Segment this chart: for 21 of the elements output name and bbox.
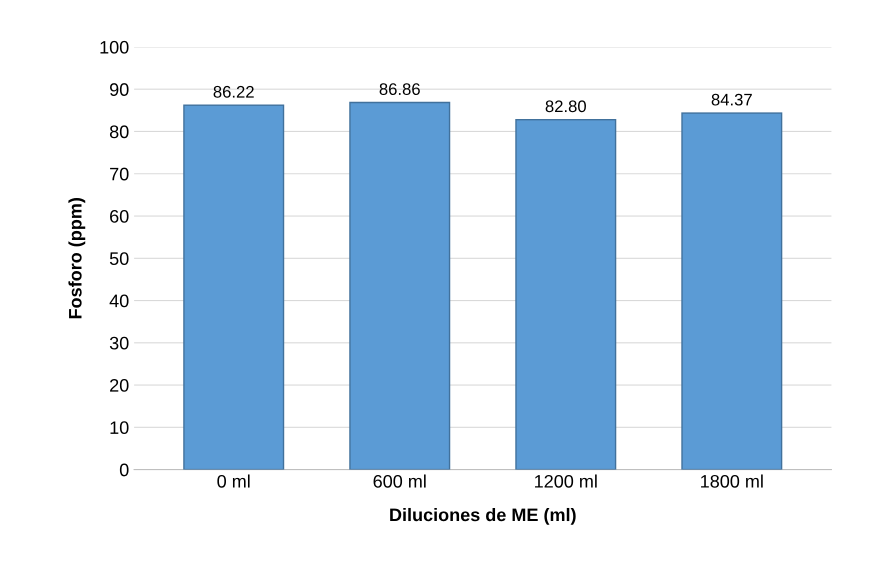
y-tick-label: 60 bbox=[110, 210, 129, 223]
y-tick-label: 70 bbox=[110, 168, 129, 180]
x-tick-label: 1200 ml bbox=[535, 474, 597, 488]
y-tick-label: 20 bbox=[110, 379, 129, 392]
y-tick-label: 50 bbox=[110, 252, 129, 265]
y-tick-label: 80 bbox=[110, 125, 129, 138]
x-axis-title: Diluciones de ME (ml) bbox=[390, 508, 576, 525]
x-tick-label: 1800 ml bbox=[701, 474, 763, 488]
y-tick-label: 40 bbox=[110, 294, 129, 308]
data-label: 84.37 bbox=[712, 94, 752, 106]
y-tick-label: 100 bbox=[100, 40, 129, 54]
data-label: 86.86 bbox=[380, 83, 420, 96]
y-tick-label: 0 bbox=[120, 464, 129, 476]
x-tick-label: 0 ml bbox=[217, 474, 250, 488]
y-tick-label: 10 bbox=[110, 421, 129, 434]
x-tick-label: 600 ml bbox=[374, 474, 426, 488]
data-label: 86.22 bbox=[214, 86, 254, 98]
y-tick-label: 30 bbox=[110, 336, 129, 350]
data-label: 82.80 bbox=[546, 100, 586, 112]
y-tick-label: 90 bbox=[110, 83, 129, 96]
y-axis-title: Fosforo (ppm) bbox=[68, 198, 86, 318]
